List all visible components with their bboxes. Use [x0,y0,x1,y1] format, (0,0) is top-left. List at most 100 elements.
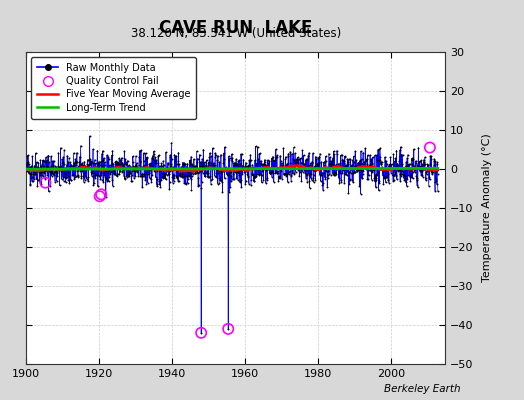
Point [381,179,390,186]
Point [395,167,403,174]
Point [361,164,369,171]
Point [282,171,290,177]
Point [247,182,255,188]
Point [118,160,126,166]
Point [115,155,123,161]
Point [405,161,413,168]
Point [108,176,116,183]
Point [105,174,114,181]
Point [431,188,439,194]
Point [182,180,190,186]
Point [243,170,252,177]
Point [121,174,129,181]
Point [75,166,84,172]
Point [184,165,193,172]
Point [203,174,212,180]
Point [81,164,89,171]
Point [398,170,406,177]
Point [141,162,149,168]
Point [282,162,291,168]
Point [23,168,31,174]
Point [356,191,365,197]
Point [339,167,347,174]
Point [168,156,176,162]
Point [228,155,237,161]
Point [274,168,282,175]
Point [268,170,277,176]
Point [144,171,152,177]
Point [59,178,68,184]
Point [129,166,138,172]
Point [229,176,237,182]
Point [410,164,419,170]
Point [94,183,102,190]
Point [333,148,341,154]
Point [50,169,59,176]
Point [245,162,254,168]
Point [319,170,327,176]
Point [72,162,81,169]
Point [318,182,326,188]
Point [412,172,420,179]
Point [275,166,283,172]
Point [49,170,57,177]
Point [149,148,158,154]
Point [103,176,111,183]
Point [228,158,236,164]
Point [386,164,394,170]
Point [223,170,231,177]
Point [188,161,196,167]
Point [105,156,113,162]
Point [77,173,85,180]
Point [370,178,379,184]
Point [74,166,83,173]
Point [73,168,81,174]
Point [64,164,73,170]
Point [180,161,189,168]
Point [101,166,110,173]
Point [323,183,331,190]
Point [140,158,148,164]
Point [95,167,104,173]
Point [159,174,168,181]
Point [242,160,250,166]
Point [69,164,77,170]
Point [133,169,141,176]
Point [350,153,358,159]
Point [208,176,216,182]
Point [432,176,441,182]
Point [42,154,50,160]
Point [207,153,215,159]
Point [416,167,424,173]
Point [30,171,39,177]
Point [259,164,267,171]
Point [58,176,66,182]
Point [156,166,165,172]
Point [97,162,106,169]
Point [125,171,134,177]
Point [217,168,226,174]
Point [310,164,319,170]
Point [268,168,277,174]
Point [291,150,299,156]
Point [33,183,41,189]
Point [170,175,178,182]
Point [406,178,414,184]
Point [185,169,193,176]
Point [127,164,135,170]
Point [60,174,69,181]
Point [241,163,249,170]
Point [331,168,340,175]
Point [92,164,101,170]
Point [392,164,400,170]
Point [181,172,189,178]
Point [31,168,39,175]
Point [246,157,255,164]
Point [332,162,340,168]
Point [138,171,146,177]
Title: CAVE RUN  LAKE: CAVE RUN LAKE [159,18,312,36]
Point [369,165,378,171]
Point [344,169,352,175]
Point [347,163,355,169]
Point [166,152,174,158]
